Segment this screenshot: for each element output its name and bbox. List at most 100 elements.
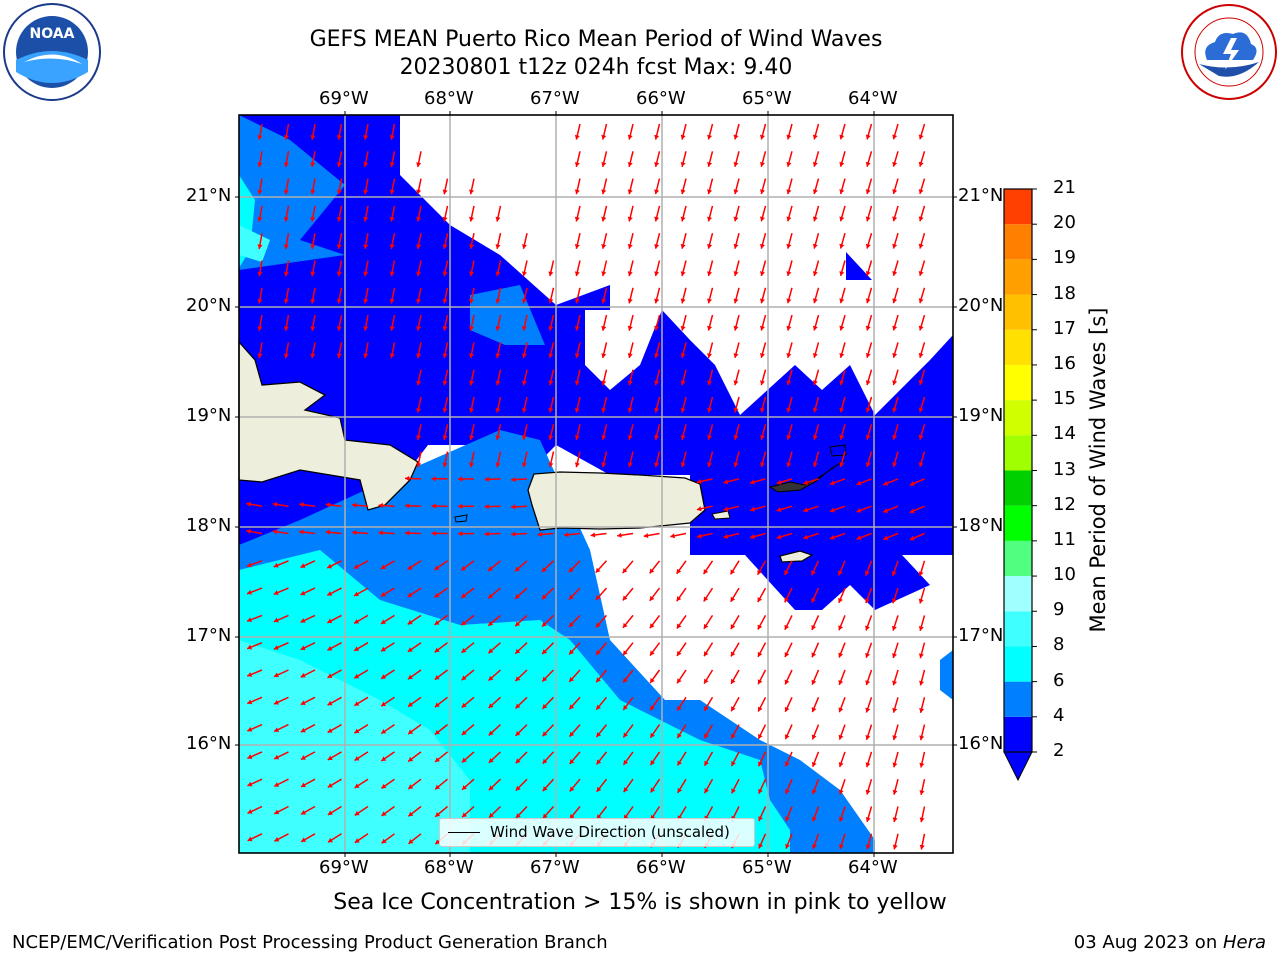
wave-direction-arrowhead (865, 844, 871, 850)
wave-zone-4-6s-east (940, 650, 953, 700)
wave-direction-arrowhead (654, 325, 660, 331)
colorbar-segment (1004, 540, 1032, 577)
wave-direction-arrowhead (786, 380, 792, 386)
wave-direction-arrowhead (812, 816, 817, 822)
wave-direction-arrowhead (569, 731, 575, 737)
wave-direction-arrowhead (569, 649, 574, 655)
wave-direction-arrowhead (776, 507, 782, 513)
wave-direction-arrowhead (811, 734, 817, 740)
wave-direction-arrowhead (247, 726, 253, 732)
wave-direction-arrowhead (407, 702, 413, 707)
wave-direction-arrowhead (696, 506, 702, 512)
wave-direction-arrowhead (650, 677, 655, 683)
wave-direction-arrowhead (299, 502, 304, 508)
legend-line-icon (448, 832, 480, 833)
wave-direction-arrowhead (838, 570, 843, 576)
wave-direction-arrowhead (759, 243, 765, 249)
wave-direction-arrowhead (273, 590, 279, 596)
wave-direction-arrowhead (442, 298, 448, 304)
lat-label-left: 20°N (186, 295, 232, 316)
wave-direction-arrowhead (892, 216, 898, 222)
wave-direction-arrowhead (677, 678, 682, 684)
wave-direction-arrowhead (548, 298, 554, 304)
wave-direction-arrowhead (627, 325, 633, 331)
wave-direction-arrowhead (363, 353, 369, 359)
wave-zone-8-9s-south (239, 640, 470, 853)
wave-direction-arrowhead (812, 325, 818, 331)
wave-direction-arrowhead (733, 298, 739, 304)
wave-direction-arrowhead (758, 843, 764, 849)
wave-direction-arrowhead (515, 785, 521, 791)
colorbar-segment (1004, 294, 1032, 330)
wave-direction-arrowhead (707, 434, 713, 440)
wave-direction-arrowhead (601, 353, 607, 358)
wave-direction-arrowhead (495, 271, 501, 277)
wave-direction-arrowhead (892, 407, 898, 413)
wave-direction-arrowhead (865, 352, 871, 358)
wave-direction-arrowhead (461, 648, 467, 653)
wave-direction-arrowhead (703, 596, 709, 602)
wave-direction-arrowhead (759, 380, 765, 386)
wave-direction-arrowhead (408, 729, 414, 735)
wave-direction-arrowhead (865, 298, 871, 304)
wave-direction-arrowhead (627, 462, 633, 468)
wave-direction-arrowhead (246, 562, 252, 568)
wave-direction-arrowhead (733, 325, 739, 331)
wave-direction-arrowhead (568, 567, 574, 573)
wave-direction-arrowhead (654, 435, 660, 440)
wave-direction-arrowhead (785, 816, 790, 822)
wave-direction-arrowhead (759, 298, 765, 304)
wave-direction-arrowhead (574, 407, 580, 413)
wave-direction-arrowhead (488, 675, 494, 681)
wave-direction-arrowhead (574, 325, 580, 331)
wave-direction-arrowhead (786, 161, 792, 167)
wave-direction-arrowhead (469, 189, 475, 195)
wave-direction-arrowhead (407, 674, 413, 680)
wave-direction-arrowhead (627, 162, 633, 167)
wave-direction-arrowhead (733, 353, 739, 358)
wave-direction-arrowhead (601, 298, 607, 304)
colorbar-segment (1004, 505, 1032, 541)
wave-direction-arrowhead (336, 271, 342, 277)
wave-direction-arrowhead (273, 672, 279, 678)
wave-direction-arrowhead (680, 189, 686, 195)
wave-direction-arrowhead (733, 134, 739, 140)
wave-direction-arrowhead (548, 462, 554, 468)
wave-direction-arrowhead (784, 652, 790, 658)
wave-direction-arrowhead (336, 189, 342, 195)
wave-direction-arrowhead (839, 462, 845, 467)
wave-direction-arrowhead (731, 733, 736, 739)
wave-direction-arrowhead (759, 161, 765, 167)
wave-direction-arrowhead (918, 462, 924, 467)
wave-direction-arrowhead (416, 462, 422, 468)
wave-direction-arrowhead (515, 676, 521, 682)
wave-direction-arrowhead (865, 762, 871, 768)
wave-direction-arrowhead (918, 216, 924, 222)
wave-zone-2-4s-patch (846, 252, 872, 280)
wave-direction-arrowhead (515, 813, 521, 819)
wave-direction-arrowhead (301, 809, 307, 815)
wave-direction-arrowhead (416, 326, 422, 331)
wave-direction-arrowhead (489, 812, 494, 818)
wave-direction-arrowhead (574, 244, 580, 249)
wave-direction-arrowhead (596, 814, 602, 820)
wave-direction-arrowhead (865, 817, 871, 822)
wave-direction-arrowhead (909, 535, 915, 541)
mona-island (454, 514, 468, 523)
wave-direction-arrowhead (892, 161, 898, 167)
wave-direction-arrowhead (730, 596, 736, 602)
wave-direction-arrowhead (865, 134, 871, 140)
wave-direction-arrowhead (310, 189, 316, 195)
wave-direction-arrowhead (442, 216, 448, 222)
wave-direction-arrowhead (676, 568, 682, 574)
wave-direction-arrowhead (784, 624, 790, 630)
wave-direction-arrowhead (574, 435, 580, 440)
wave-direction-arrowhead (776, 479, 782, 485)
wave-direction-arrowhead (327, 783, 333, 788)
wave-direction-arrowhead (811, 570, 816, 576)
wave-direction-arrowhead (521, 407, 527, 413)
wave-direction-arrowhead (458, 503, 463, 509)
wave-direction-arrowhead (676, 623, 682, 629)
wave-direction-arrowhead (627, 353, 633, 358)
wave-direction-arrowhead (389, 189, 395, 195)
